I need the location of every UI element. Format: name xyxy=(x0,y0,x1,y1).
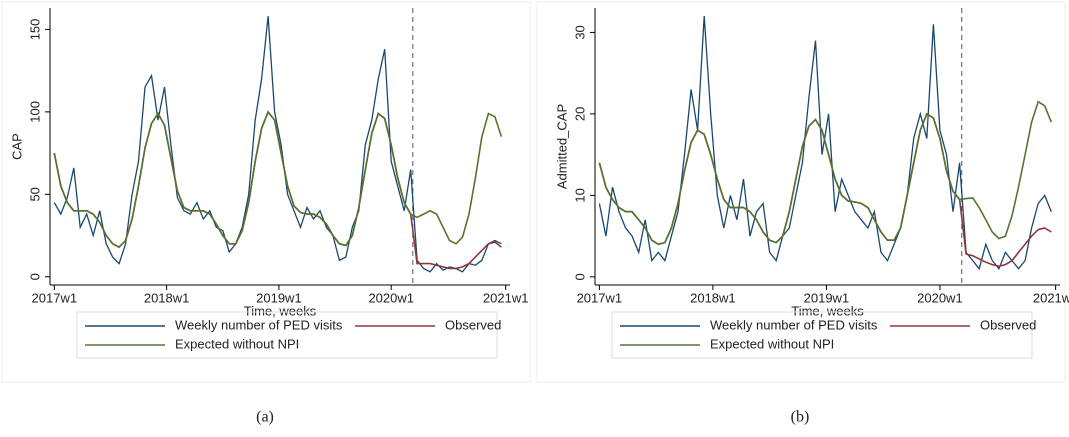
y-axis-label: CAP xyxy=(9,133,24,160)
legend-box xyxy=(611,311,1033,359)
panel-frame xyxy=(536,1,1066,383)
panel-caption: (a) xyxy=(256,409,274,426)
panel-frame xyxy=(1,1,531,383)
x-axis-label: Time, weeks xyxy=(244,303,317,318)
x-axis-label: Time, weeks xyxy=(791,303,864,318)
x-tick-label: 2019w1 xyxy=(804,290,850,305)
x-tick-label: 2018w1 xyxy=(144,290,190,305)
y-tick-label: 0 xyxy=(27,273,42,280)
x-tick-label: 2021w1 xyxy=(1033,290,1069,305)
legend-label: Observed xyxy=(445,317,501,332)
legend-label: Expected without NPI xyxy=(710,336,834,351)
legend-label: Weekly number of PED visits xyxy=(710,317,878,332)
y-tick-label: 150 xyxy=(27,19,42,41)
legend-box xyxy=(76,311,498,359)
legend-label: Observed xyxy=(980,317,1036,332)
data-line xyxy=(53,16,502,273)
legend-label: Weekly number of PED visits xyxy=(175,317,343,332)
x-tick-label: 2018w1 xyxy=(690,290,736,305)
x-tick-label: 2021w1 xyxy=(483,290,529,305)
y-tick-label: 50 xyxy=(27,187,42,201)
x-tick-label: 2019w1 xyxy=(256,290,302,305)
y-tick-label: 100 xyxy=(27,101,42,123)
y-tick-label: 10 xyxy=(572,188,587,202)
legend-label: Expected without NPI xyxy=(175,336,299,351)
y-tick-label: 20 xyxy=(572,107,587,121)
panel: 0 10 20 30 2017w1 2018w1 2019w1 2020w1 2021w1 Tim… xyxy=(536,1,1069,426)
y-axis-label: Admitted_CAP xyxy=(554,104,569,189)
x-tick-label: 2020w1 xyxy=(917,290,963,305)
y-tick-label: 0 xyxy=(572,273,587,280)
panel: 0 50 100 150 2017w1 2018w1 2019w1 2020w1 2021w1 T… xyxy=(1,1,531,426)
x-tick-label: 2017w1 xyxy=(577,290,623,305)
data-line xyxy=(53,110,503,249)
data-line xyxy=(598,100,1053,246)
x-tick-label: 2020w1 xyxy=(368,290,414,305)
data-line xyxy=(598,16,1052,271)
y-tick-label: 30 xyxy=(572,25,587,39)
x-tick-label: 2017w1 xyxy=(32,290,78,305)
panel-caption: (b) xyxy=(791,409,810,426)
